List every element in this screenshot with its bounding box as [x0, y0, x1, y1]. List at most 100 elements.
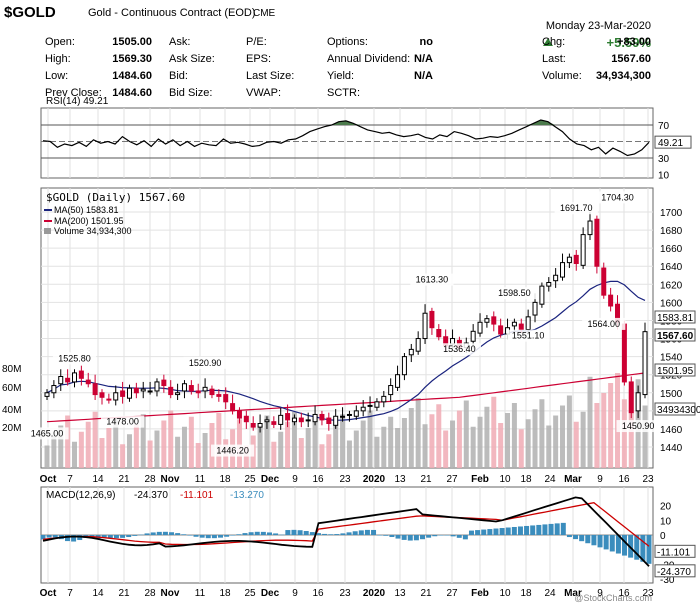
candle-body [209, 388, 215, 396]
macd-histogram-bar [597, 535, 603, 548]
macd-histogram-bar [211, 535, 217, 539]
macd-histogram-bar [401, 535, 407, 540]
macd-histogram-bar [554, 523, 560, 535]
macd-histogram-bar [566, 535, 572, 538]
macd-histogram-bar [371, 529, 377, 535]
price-annotation: 1478.00 [106, 417, 139, 427]
x-tick-label: 18 [219, 588, 231, 599]
volume-bar [525, 419, 531, 468]
volume-tick-label: 20M [2, 423, 21, 434]
quote-label: Annual Dividend: [327, 53, 410, 65]
candle-body [525, 316, 531, 331]
volume-bar [195, 443, 201, 468]
x-tick-label: 23 [642, 588, 654, 599]
candle-body [154, 381, 160, 392]
macd-histogram-bar [303, 531, 309, 535]
candle-body [65, 377, 71, 383]
macd-histogram-bar [71, 535, 77, 542]
price-annotation: 1598.50 [498, 288, 531, 298]
macd-histogram-bar [138, 534, 144, 536]
x-tick-label: 24 [544, 474, 556, 485]
volume-bar [587, 376, 593, 468]
candle-body [257, 423, 263, 428]
ma200-line [46, 372, 646, 423]
volume-bar [278, 431, 284, 468]
x-tick-label: 10 [499, 474, 511, 485]
macd-histogram-bar [364, 529, 370, 535]
quote-label: P/E: [246, 36, 267, 48]
macd-histogram-bar [487, 529, 493, 535]
volume-bar [85, 421, 91, 468]
volume-bar [470, 426, 476, 468]
candle-body [436, 329, 442, 338]
candle-body [429, 310, 435, 329]
macd-tick-label: 0 [660, 531, 666, 542]
macd-line [42, 496, 650, 567]
annotation-bg [616, 420, 660, 433]
quote-label: Bid: [169, 70, 188, 82]
annotation-bg [25, 427, 69, 440]
x-tick-label: 16 [618, 588, 630, 599]
macd-histogram-bar [456, 535, 462, 538]
candle-body [628, 381, 634, 414]
x-tick-label: Nov [161, 588, 180, 599]
macd-histogram-bar [132, 535, 138, 536]
candle-body [312, 413, 318, 423]
volume-bar [436, 404, 442, 468]
volume-last-value-badge [654, 402, 696, 416]
volume-bar [58, 425, 64, 468]
candle-body [319, 413, 325, 421]
volume-bar [216, 413, 222, 468]
candle-body [106, 398, 112, 401]
price-panel: 1700168016601640162016001580156015401520… [2, 187, 700, 485]
exchange: CME [253, 8, 276, 19]
x-tick-label: 27 [446, 588, 458, 599]
rsi-tick-label: 10 [658, 171, 670, 182]
volume-bar [243, 445, 249, 468]
macd-histogram-bar [389, 535, 395, 538]
candle-body [326, 417, 332, 425]
macd-histogram-bar [346, 532, 352, 535]
candle-body [305, 419, 311, 422]
macd-label: MACD(12,26,9) [46, 490, 115, 501]
quote-date: Monday 23-Mar-2020 [546, 20, 651, 32]
candle-body [360, 406, 366, 412]
quote-value: 1484.60 [112, 87, 152, 99]
macd-histogram-bar [120, 535, 126, 538]
price-annotation: 1446.20 [216, 446, 249, 456]
volume-tick-label: 40M [2, 405, 21, 416]
price-annotation: 1450.90 [622, 421, 655, 431]
volume-bar [381, 426, 387, 468]
volume-bar [608, 383, 614, 468]
quote-label: Ask: [169, 36, 190, 48]
volume-bar [443, 430, 449, 468]
candle-body [422, 312, 428, 340]
macd-histogram-bar [175, 533, 181, 535]
candle-body [161, 379, 167, 387]
ma50-line [46, 280, 646, 421]
volume-bar [422, 424, 428, 468]
annotation-bg [492, 287, 537, 300]
candle-body [388, 385, 394, 396]
volume-bar [51, 435, 57, 468]
candle-body [477, 321, 483, 334]
macd-histogram-bar [77, 535, 83, 541]
macd-histogram-bar [622, 535, 628, 556]
candle-body [71, 372, 77, 383]
price-tick-label: 1540 [660, 353, 683, 364]
pct-change: +5.59% [607, 35, 652, 50]
macd-histogram-bar [352, 531, 358, 535]
x-tick-label: Oct [40, 588, 57, 599]
candle-body [346, 413, 352, 416]
x-tick-label: 11 [195, 588, 206, 599]
macd-histogram-bar [591, 535, 597, 546]
volume-bar [484, 406, 490, 468]
x-tick-label: 21 [420, 588, 432, 599]
candle-body [498, 325, 504, 335]
volume-bar [175, 436, 181, 468]
candle-body [601, 267, 607, 296]
macd-signal-line [42, 502, 650, 547]
macd-tick-label: 10 [660, 516, 672, 527]
x-tick-label: 16 [618, 474, 630, 485]
